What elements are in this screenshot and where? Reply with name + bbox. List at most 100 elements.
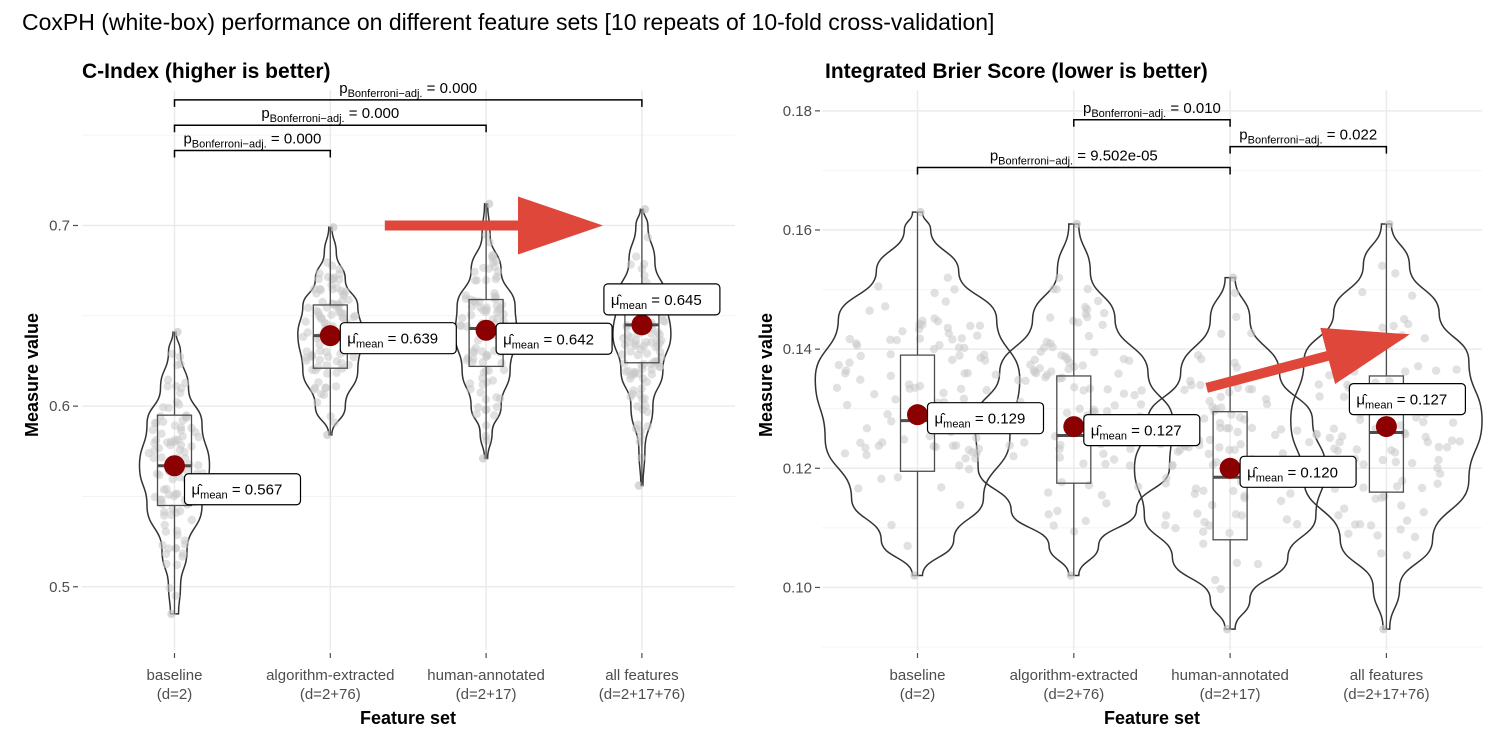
jitter-point [1217, 329, 1226, 338]
jitter-point [479, 368, 489, 377]
mu-symbol: μ̂ [935, 411, 947, 428]
jitter-point [1286, 489, 1295, 498]
p-symbol: p [261, 105, 269, 122]
jitter-point [1119, 389, 1129, 398]
jitter-point [1136, 400, 1146, 409]
comparison-bracket [173, 149, 332, 158]
jitter-point [1047, 367, 1056, 376]
jitter-point [1230, 288, 1240, 298]
jitter-point [331, 382, 341, 391]
jitter-point [973, 331, 982, 340]
jitter-point [1376, 549, 1386, 558]
jitter-point [160, 507, 169, 516]
mean-points [164, 314, 653, 477]
jitter-point [1130, 391, 1139, 400]
jitter-point [643, 422, 652, 431]
jitter-point [1282, 515, 1292, 524]
jitter-point [1293, 426, 1302, 435]
mu-equals: = [1393, 392, 1410, 409]
jitter-point [629, 368, 639, 377]
jitter-point [1036, 347, 1046, 356]
boxplots [899, 212, 1405, 630]
jitter-point [1103, 385, 1112, 394]
jitter-point [171, 544, 180, 553]
jitter-point [943, 323, 952, 333]
jitter-point [931, 442, 940, 452]
jitter-point [1052, 285, 1061, 294]
jitter-point [1397, 501, 1406, 510]
jitter-point [1333, 446, 1343, 455]
jitter-point [626, 392, 635, 401]
jitter-point [1079, 459, 1088, 468]
jitter-point [312, 398, 322, 407]
jitter-point [1125, 461, 1135, 470]
jitter-point [1442, 443, 1452, 452]
p-value: 0.000 [362, 105, 400, 122]
jitter-point [1358, 288, 1367, 297]
jitter-point [157, 429, 166, 438]
jitter-point [1244, 385, 1254, 394]
jitter-point [1199, 486, 1208, 495]
jitter-point [1418, 483, 1427, 493]
jitter-point [175, 506, 185, 516]
jitter-point [150, 438, 159, 447]
jitter-point [968, 448, 977, 457]
jitter-point [484, 199, 494, 209]
jitter-point [883, 410, 892, 419]
jitter-point [856, 351, 865, 361]
mean-label-text: μ̂mean = 0.645 [611, 292, 702, 312]
jitter-point [643, 233, 653, 242]
jitter-point [1093, 296, 1103, 306]
jitter-point [1021, 376, 1030, 385]
jitter-point [1366, 521, 1376, 530]
jitter-point [842, 400, 852, 410]
comparison-bracket [173, 124, 487, 133]
p-value-label: pBonferroni−adj. = 0.010 [1083, 100, 1221, 120]
jitter-point [886, 371, 895, 381]
mean-label: μ̂mean = 0.120 [1239, 455, 1357, 488]
mu-subscript: mean [943, 419, 971, 431]
jitter-point [1126, 444, 1135, 454]
jitter-point [466, 310, 476, 320]
jitter-point [955, 500, 965, 510]
jitter-point [1083, 284, 1093, 294]
jitter-point [327, 310, 336, 319]
jitter-point [862, 424, 872, 433]
jitter-point [1292, 520, 1302, 529]
jitter-point [194, 461, 203, 470]
jitter-point [1049, 521, 1058, 530]
jitter-point [1325, 371, 1334, 380]
jitter-point [483, 351, 492, 360]
jitter-point [1230, 445, 1239, 454]
jitter-point [175, 352, 185, 361]
jitter-point [910, 571, 919, 580]
jitter-point [642, 377, 651, 387]
jitter-point [492, 402, 502, 412]
mean-label-text: μ̂mean = 0.567 [192, 482, 283, 502]
jitter-point [634, 481, 644, 490]
jitter-point [478, 454, 488, 463]
mean-label-text: μ̂mean = 0.120 [1247, 464, 1338, 484]
jitter-point [1098, 320, 1107, 330]
jitter-point [959, 394, 969, 403]
mean-point [319, 325, 341, 347]
mean-label-text: μ̂mean = 0.127 [1356, 392, 1447, 412]
jitter-point [159, 417, 168, 426]
mu-equals: = [1283, 464, 1300, 481]
jitter-point [1199, 539, 1208, 548]
jitter-point [323, 369, 332, 378]
jitter-point [865, 306, 874, 315]
jitter-point [1391, 269, 1400, 278]
x-tick-sublabel: (d=2+17) [1200, 686, 1261, 703]
jitter-point [1053, 506, 1062, 516]
jitter-point [1401, 367, 1410, 376]
jitter-point [1066, 571, 1076, 580]
jitter-point [1423, 437, 1433, 447]
jitter-point [886, 335, 895, 344]
jitter-point [887, 520, 896, 530]
jitter-point [1385, 219, 1394, 229]
jitter-point [332, 368, 341, 377]
jitter-point [472, 409, 481, 419]
grid [822, 90, 1482, 650]
jitter-point [1392, 482, 1402, 491]
